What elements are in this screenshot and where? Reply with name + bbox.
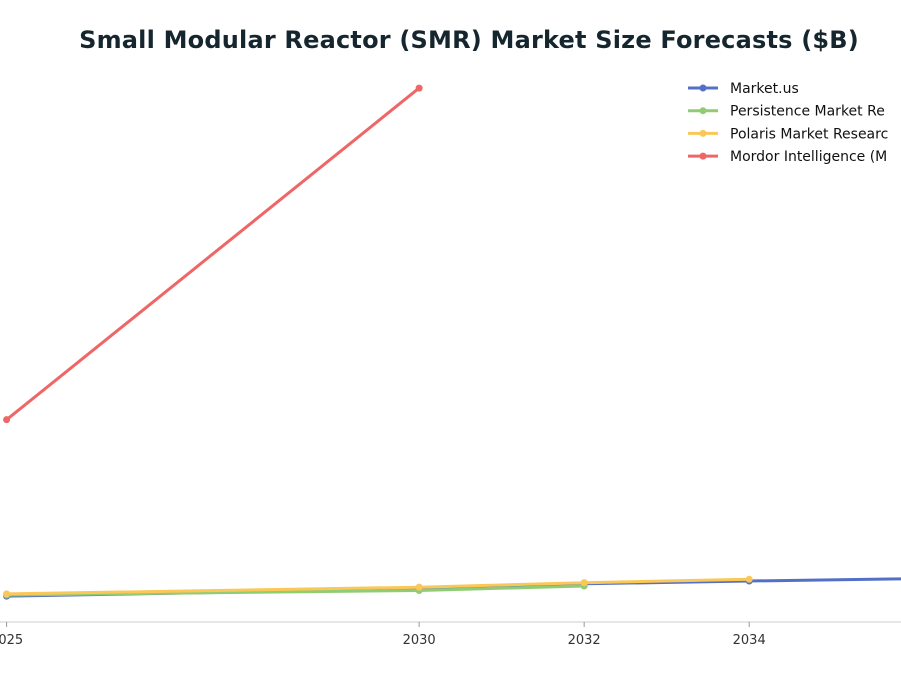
legend-swatch-marker bbox=[699, 152, 707, 160]
data-point bbox=[3, 590, 11, 598]
x-tick-label: 2032 bbox=[568, 633, 601, 648]
legend-label: Persistence Market Re bbox=[730, 104, 885, 120]
data-point bbox=[745, 575, 753, 583]
legend: Market.us Persistence Market Re Polaris Ma… bbox=[688, 81, 888, 165]
series-layer bbox=[3, 84, 901, 600]
legend-swatch-marker bbox=[699, 129, 707, 137]
legend-swatch-marker bbox=[699, 84, 707, 92]
legend-swatch-marker bbox=[699, 107, 707, 115]
series-line bbox=[5, 577, 751, 596]
data-point bbox=[580, 579, 588, 587]
series-line bbox=[5, 86, 421, 422]
legend-label: Market.us bbox=[730, 81, 799, 97]
x-axis-ticks: 2025 2030 2032 2034 bbox=[0, 622, 766, 648]
legend-label: Mordor Intelligence (M bbox=[730, 149, 887, 165]
data-point bbox=[415, 84, 423, 92]
x-tick-label: 2034 bbox=[733, 633, 766, 648]
data-point bbox=[415, 583, 423, 591]
chart-title: Small Modular Reactor (SMR) Market Size … bbox=[79, 26, 859, 54]
data-point bbox=[3, 416, 11, 424]
legend-label: Polaris Market Researc bbox=[730, 126, 888, 142]
x-tick-label: 2025 bbox=[0, 633, 23, 648]
x-tick-label: 2030 bbox=[403, 633, 436, 648]
